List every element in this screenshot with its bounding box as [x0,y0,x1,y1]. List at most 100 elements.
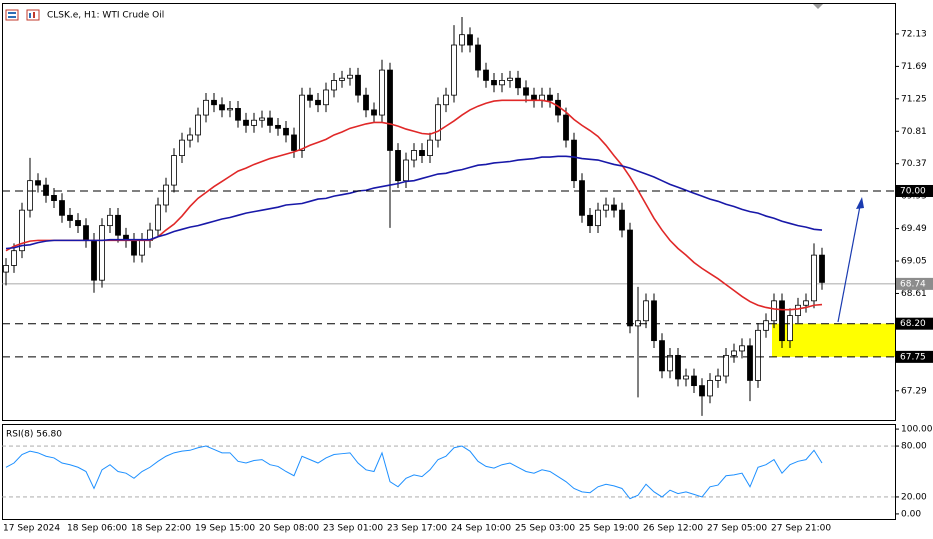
candle-body [659,340,665,372]
candle-body [187,134,193,141]
candle-body [803,300,809,306]
candle-body [299,94,305,151]
y-tick-label: 100.00 [901,425,933,435]
candle-body [579,180,585,216]
candle-body [499,80,505,86]
candle-body [227,108,233,111]
candle-body [419,150,425,157]
candle-body [467,34,473,46]
candle-body [163,184,169,206]
candle-body [251,119,257,126]
last-price-box [896,277,933,290]
candle-body [139,239,145,256]
candle-body [43,184,49,196]
chart-title: CLSK.e, H1: WTI Crude Oil [47,11,164,21]
y-tick-label: 70.81 [901,127,927,137]
candle-body [427,139,433,157]
level-label: 70.00 [900,186,926,196]
candle-body [371,109,377,116]
y-tick-label: 80.00 [901,442,927,452]
candle-body [363,94,369,111]
candle-body [595,209,601,227]
candle-body [107,214,113,227]
icon-detail [8,12,16,14]
candle-body [403,159,409,182]
candle-body [459,34,465,46]
candle-body [795,304,801,316]
candle-body [483,69,489,81]
candle-body [211,99,217,106]
candle-body [507,77,513,81]
candle-body [83,225,89,241]
candle-body [347,74,353,79]
candle-body [563,114,569,141]
rsi-title: RSI(8) 56.80 [6,430,62,440]
level-label-box [896,184,933,197]
candle-body [331,80,337,91]
y-tick-label: 0.00 [901,509,921,519]
y-tick-label: 20.00 [901,492,927,502]
candle-body [219,104,225,111]
level-label-box [896,317,933,330]
y-tick-label: 71.69 [901,62,927,72]
candle-body [307,94,313,101]
candle-body [75,220,81,227]
main-panel [2,3,896,421]
candle-body [523,87,529,96]
candle-body [747,345,753,381]
candle-body [195,114,201,136]
candle-body [395,150,401,182]
toolbar-icons [5,9,40,21]
candle-body [91,239,97,281]
candle-body [435,104,441,141]
x-tick-label: 25 Sep 19:00 [579,524,639,534]
candle-body [619,209,625,231]
candle-body [491,80,497,86]
rsi-panel [2,424,896,520]
candle-body [115,214,121,236]
x-tick-label: 17 Sep 2024 [3,524,60,534]
arrow-head [856,197,864,209]
candle-body [99,225,105,281]
icon-detail [8,16,16,18]
arrow-shaft [837,205,861,323]
candle-body [35,180,41,186]
candle-body [627,229,633,327]
plot-layer: 72.1371.6971.2570.8170.3769.9369.4969.05… [2,17,933,534]
candle-body [771,300,777,322]
candle-body [203,99,209,116]
candle-body [315,99,321,106]
candle-body [811,254,817,302]
candle-body [323,89,329,106]
moving-average [5,155,823,250]
candle-body [779,300,785,342]
candle-body [171,155,177,186]
candle-body [731,350,737,356]
candle-body [3,265,9,273]
candle-body [411,150,417,161]
candle-body [11,250,17,266]
y-tick-label: 70.37 [901,159,927,169]
candle-body [787,315,793,342]
rsi-line [5,445,823,500]
candle-body [243,119,249,126]
candle-body [155,204,161,231]
candle-body [443,94,449,106]
y-tick-label: 71.25 [901,94,927,104]
x-tick-label: 26 Sep 12:00 [643,524,703,534]
candle-body [259,117,265,121]
y-tick-label: 67.29 [901,386,927,396]
shift-marker [813,4,823,9]
candle-body [379,69,385,116]
candle-body [739,345,745,352]
candle-body [819,254,825,283]
candle-body [755,329,761,381]
candle-body [571,139,577,182]
candle-body [611,204,617,211]
candle-body [451,44,457,96]
candle-body [643,300,649,322]
candle-body [547,94,553,101]
y-tick-label: 69.49 [901,224,927,234]
